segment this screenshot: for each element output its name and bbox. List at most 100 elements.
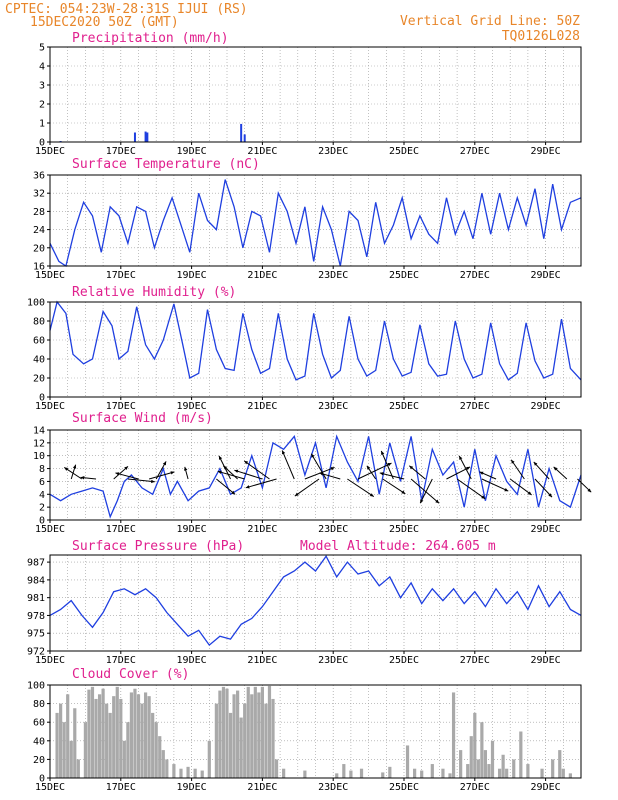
cloud-cover-bar: [236, 690, 240, 778]
y-tick-label: 0: [39, 138, 45, 149]
x-tick-label: 27DEC: [460, 270, 490, 281]
x-tick-label: 25DEC: [389, 655, 419, 666]
wind-arrow: [281, 450, 295, 480]
cloud-cover-bar: [207, 740, 211, 778]
cloud-cover-bar: [59, 703, 63, 778]
model-code-text: TQ0126L028: [502, 29, 580, 44]
x-tick-label: 23DEC: [318, 524, 348, 535]
x-tick-label: 19DEC: [177, 146, 207, 157]
cloud-cover-bar: [83, 722, 87, 778]
wind-arrow: [410, 478, 440, 504]
wind-arrow-head: [330, 467, 335, 471]
cloud-cover-bar: [473, 712, 477, 778]
wind-arrow: [379, 472, 405, 480]
wind-arrow-head: [548, 493, 552, 498]
x-tick-label: 23DEC: [318, 146, 348, 157]
y-tick-label: 2: [39, 100, 45, 111]
cloud-cover-bar: [221, 686, 226, 778]
cloud-cover-bar: [129, 692, 134, 778]
wind-arrow-shaft: [481, 478, 509, 492]
cloud-cover-bar: [257, 692, 261, 778]
wind-arrow-shaft: [410, 478, 440, 504]
cloud-cover-bar: [165, 759, 169, 778]
x-tick-label: 27DEC: [460, 524, 490, 535]
x-tick-label: 15DEC: [35, 401, 65, 412]
y-tick-label: 80: [33, 317, 45, 328]
x-tick-label: 17DEC: [106, 146, 136, 157]
temperature-panel-title: Surface Temperature (nC): [72, 157, 260, 172]
cloud-cover-bar: [512, 759, 516, 778]
wind-arrow-head: [72, 464, 77, 469]
station-info-text: CPTEC: 054:23W-28:31S IJUI (RS): [5, 2, 248, 17]
cloud-cover-bar: [441, 768, 445, 778]
wind-arrow: [510, 459, 525, 480]
cloud-cover-bar: [112, 696, 116, 778]
y-tick-label: 0: [39, 393, 45, 404]
y-tick-label: 4: [39, 490, 45, 501]
cloud-cover-bar: [101, 688, 105, 778]
wind-arrow-head: [319, 472, 324, 476]
wind-arrow-shaft: [294, 478, 320, 497]
x-tick-label: 29DEC: [531, 782, 561, 793]
temperature-panel: 16 20 24 28 32 36 15DEC 17DEC 19DEC 21DEC 23DEC 25D…: [33, 157, 582, 281]
cloud-cover-bar: [136, 694, 141, 778]
wind-arrow-head: [379, 472, 384, 476]
cloud-cover-bar: [115, 686, 119, 778]
wind-arrow: [216, 478, 236, 495]
x-tick-label: 21DEC: [247, 655, 277, 666]
wind-arrow-shaft: [217, 470, 245, 480]
x-tick-label: 17DEC: [106, 524, 136, 535]
x-tick-label: 27DEC: [460, 782, 490, 793]
wind-arrow-head: [401, 490, 406, 494]
wind-arrow-head: [124, 466, 128, 470]
x-tick-label: 19DEC: [177, 655, 207, 666]
wind-arrow-head: [409, 465, 414, 470]
cloud-cover-bar: [561, 768, 565, 778]
vertical-grid-line-text: Vertical Grid Line: 50Z: [400, 14, 580, 29]
x-tick-label: 25DEC: [389, 270, 419, 281]
cloud-cover-bar: [87, 689, 91, 778]
wind-arrow-shaft: [281, 450, 295, 480]
cloud-cover-bar: [158, 736, 162, 778]
model-altitude-text: Model Altitude: 264.605 m: [300, 539, 496, 554]
wind-arrow-head: [527, 491, 532, 495]
x-tick-label: 25DEC: [389, 146, 419, 157]
cloud-cover-bar: [267, 685, 272, 778]
wind-arrow-shaft: [509, 478, 532, 496]
wind-arrow: [127, 478, 155, 484]
cloud-cover-bar: [359, 768, 364, 778]
x-tick-label: 17DEC: [106, 401, 136, 412]
cloud-cover-bar: [126, 722, 130, 778]
y-tick-label: 975: [27, 629, 45, 640]
cloud-cover-bar: [140, 703, 144, 778]
cloud-cover-bar: [448, 773, 452, 778]
wind-arrow-head: [435, 499, 440, 504]
cloud-cover-bar: [381, 772, 385, 778]
cloud-cover-bar: [250, 694, 254, 778]
x-tick-label: 19DEC: [177, 270, 207, 281]
x-tick-label: 21DEC: [247, 401, 277, 412]
y-tick-label: 0: [39, 774, 45, 785]
cloud-cover-bar: [271, 698, 275, 778]
y-tick-label: 2: [39, 503, 45, 514]
wind-arrow-shaft: [382, 478, 406, 495]
x-tick-label: 25DEC: [389, 524, 419, 535]
wind-arrow: [148, 471, 175, 480]
x-tick-label: 15DEC: [35, 782, 65, 793]
run-date-text: 15DEC2020 50Z (GMT): [30, 15, 179, 30]
y-tick-label: 40: [33, 736, 45, 747]
cloud-cover-bar: [246, 686, 250, 778]
wind-arrow-head: [294, 492, 299, 497]
cloud-cover-bar: [335, 773, 339, 778]
wind-arrow: [408, 465, 426, 480]
cloud-cover-bar: [483, 750, 488, 778]
wind-arrow: [534, 478, 553, 498]
cloud-cover-bar: [119, 698, 123, 778]
y-tick-label: 100: [27, 681, 45, 692]
cloud-cover-bar: [214, 703, 218, 778]
cloud-cover-bar: [282, 768, 286, 778]
cloud-cover-panel-title: Cloud Cover (%): [72, 667, 189, 682]
wind-arrow: [310, 453, 327, 480]
cloud-cover-bar: [97, 694, 102, 778]
